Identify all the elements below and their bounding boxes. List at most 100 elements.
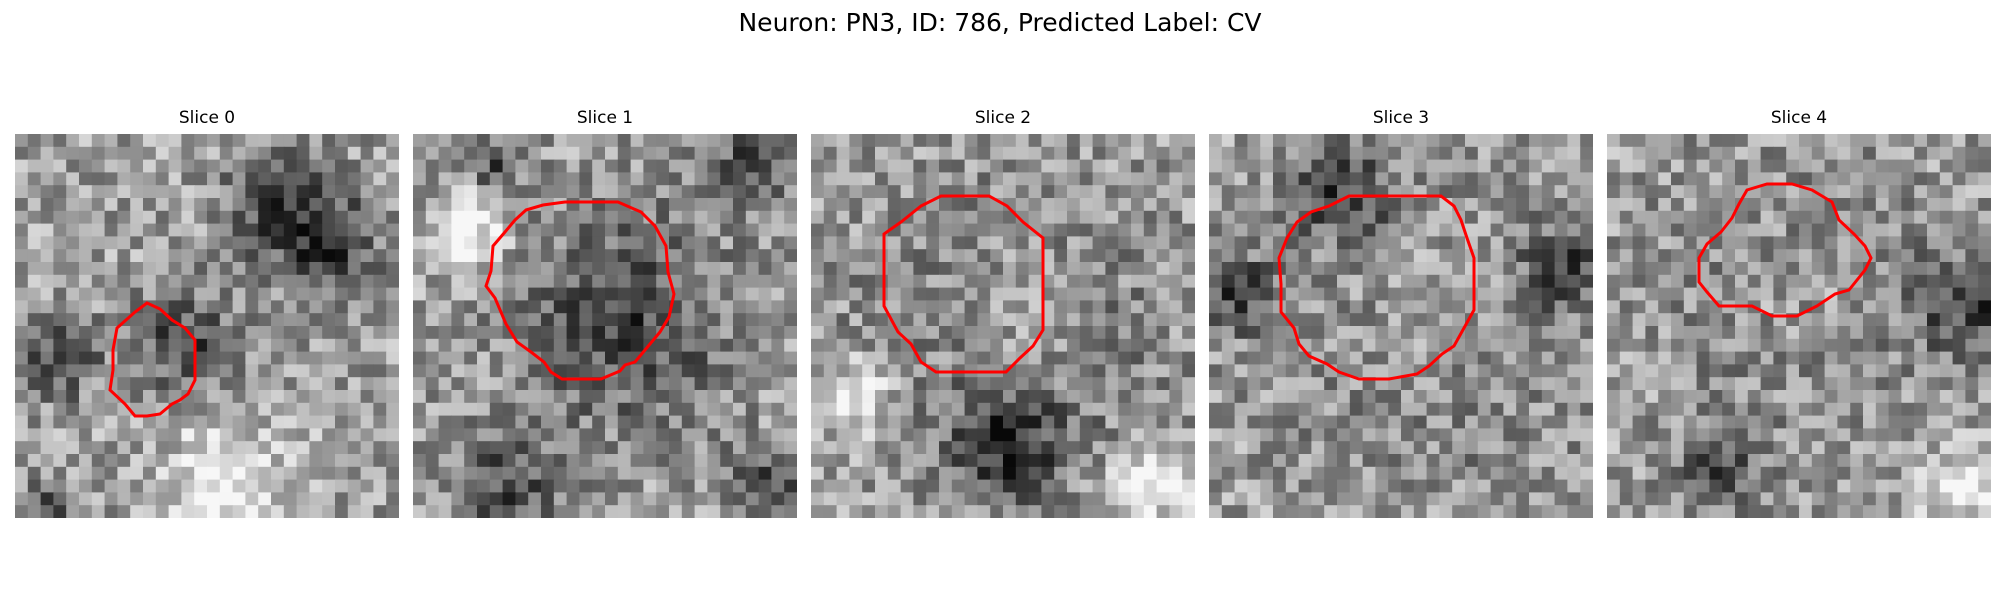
pixel bbox=[489, 326, 504, 340]
pixel bbox=[541, 146, 555, 161]
pixel bbox=[1978, 185, 1991, 199]
pixel bbox=[1413, 172, 1428, 186]
pixel bbox=[1260, 441, 1274, 455]
pixel bbox=[1054, 479, 1068, 493]
pixel bbox=[566, 249, 580, 263]
pixel bbox=[1554, 466, 1568, 481]
pixel bbox=[1079, 479, 1094, 493]
pixel bbox=[1632, 223, 1646, 237]
pixel bbox=[15, 172, 29, 186]
pixel bbox=[66, 210, 80, 225]
pixel bbox=[347, 364, 362, 378]
pixel bbox=[1824, 441, 1838, 455]
pixel bbox=[1209, 134, 1223, 148]
pixel bbox=[977, 479, 991, 493]
pixel bbox=[528, 210, 542, 225]
pixel bbox=[1722, 479, 1736, 493]
pixel bbox=[1452, 300, 1466, 314]
pixel bbox=[91, 402, 106, 417]
pixel bbox=[1131, 223, 1145, 237]
pixel bbox=[951, 402, 966, 417]
pixel bbox=[528, 390, 542, 404]
pixel bbox=[91, 415, 106, 429]
pixel bbox=[566, 223, 580, 237]
pixel bbox=[1952, 134, 1966, 148]
pixel bbox=[1554, 326, 1568, 340]
pixel bbox=[784, 134, 797, 148]
pixel bbox=[181, 428, 195, 442]
pixel bbox=[360, 479, 374, 493]
pixel bbox=[413, 390, 427, 404]
pixel bbox=[1311, 479, 1325, 493]
pixel bbox=[373, 326, 387, 340]
pixel bbox=[836, 134, 850, 148]
pixel bbox=[91, 287, 106, 301]
pixel bbox=[15, 249, 29, 263]
pixel bbox=[1156, 172, 1170, 186]
pixel bbox=[283, 466, 298, 481]
pixel bbox=[643, 313, 657, 327]
pixel bbox=[1875, 441, 1890, 455]
pixel bbox=[1015, 351, 1030, 365]
pixel bbox=[1709, 185, 1723, 199]
microscopy-image bbox=[413, 134, 797, 518]
pixel-grid bbox=[1209, 134, 1593, 518]
pixel bbox=[784, 146, 797, 161]
pixel bbox=[875, 492, 889, 506]
pixel bbox=[66, 454, 80, 468]
pixel bbox=[1079, 262, 1094, 276]
pixel bbox=[232, 287, 246, 301]
pixel bbox=[155, 287, 170, 301]
pixel bbox=[771, 249, 785, 263]
pixel bbox=[1901, 364, 1915, 378]
pixel bbox=[836, 262, 850, 276]
pixel bbox=[79, 466, 93, 481]
pixel bbox=[1388, 351, 1402, 365]
pixel bbox=[309, 146, 323, 161]
pixel bbox=[1722, 351, 1736, 365]
pixel bbox=[194, 198, 208, 212]
pixel bbox=[1015, 134, 1030, 148]
pixel bbox=[1567, 262, 1581, 276]
pixel bbox=[1105, 223, 1119, 237]
pixel bbox=[1349, 364, 1364, 378]
pixel bbox=[1939, 236, 1954, 250]
pixel bbox=[926, 505, 940, 518]
pixel bbox=[1607, 505, 1621, 518]
pixel bbox=[1337, 172, 1351, 186]
pixel bbox=[515, 210, 529, 225]
pixel bbox=[1118, 454, 1132, 468]
pixel bbox=[1619, 351, 1634, 365]
pixel bbox=[232, 492, 246, 506]
pixel bbox=[1837, 377, 1851, 391]
pixel bbox=[1952, 262, 1966, 276]
pixel bbox=[1837, 262, 1851, 276]
pixel bbox=[643, 198, 657, 212]
pixel bbox=[1965, 377, 1979, 391]
pixel bbox=[66, 274, 80, 289]
pixel bbox=[694, 134, 708, 148]
pixel bbox=[130, 274, 144, 289]
pixel bbox=[1247, 313, 1261, 327]
pixel bbox=[1927, 466, 1941, 481]
pixel bbox=[258, 313, 272, 327]
pixel bbox=[194, 326, 208, 340]
pixel bbox=[990, 492, 1004, 506]
pixel bbox=[79, 223, 93, 237]
pixel bbox=[1221, 249, 1236, 263]
pixel bbox=[1156, 326, 1170, 340]
pixel bbox=[347, 223, 362, 237]
pixel bbox=[373, 274, 387, 289]
pixel bbox=[1413, 338, 1428, 353]
pixel bbox=[413, 466, 427, 481]
pixel bbox=[130, 390, 144, 404]
pixel bbox=[386, 300, 399, 314]
pixel bbox=[1169, 390, 1183, 404]
pixel bbox=[566, 210, 580, 225]
pixel bbox=[1696, 338, 1710, 353]
pixel bbox=[811, 454, 825, 468]
pixel bbox=[887, 454, 902, 468]
pixel bbox=[1298, 364, 1312, 378]
pixel bbox=[335, 223, 349, 237]
pixel bbox=[1580, 351, 1593, 365]
